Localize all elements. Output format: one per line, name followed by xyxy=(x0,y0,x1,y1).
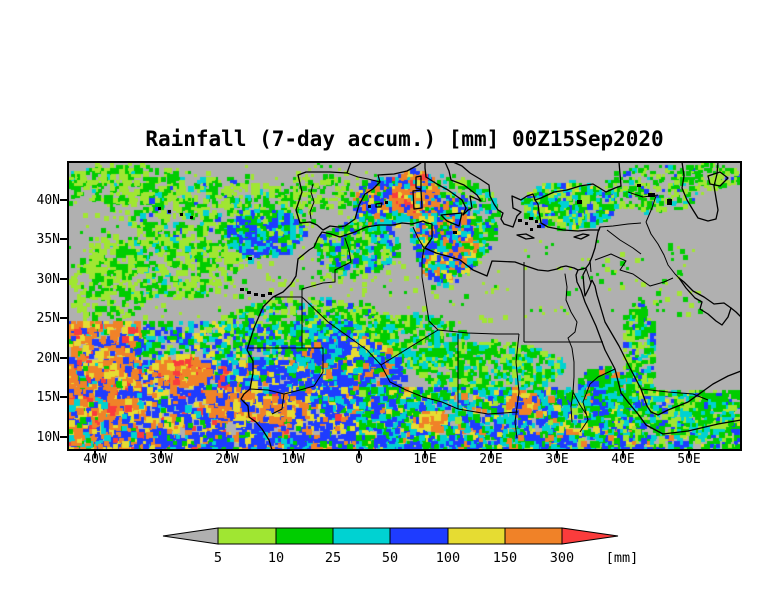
chart-title: Rainfall (7-day accum.) [mm] 00Z15Sep202… xyxy=(145,127,664,151)
y-tick-label: 40N xyxy=(36,193,60,208)
colorbar-segment xyxy=(275,527,334,545)
island-dots xyxy=(158,184,672,297)
coastline-paths xyxy=(240,161,742,451)
colorbar-segment xyxy=(217,527,277,545)
colorbar-level-label: 5 xyxy=(214,550,222,566)
colorbar-unit-label: [mm] xyxy=(606,550,639,566)
x-tick-label: 0 xyxy=(355,452,363,467)
x-tick-label: 40E xyxy=(611,452,635,467)
x-tick-label: 20E xyxy=(479,452,503,467)
colorbar-segment xyxy=(504,527,563,545)
y-tick-label: 15N xyxy=(36,390,60,405)
x-tick-label: 10E xyxy=(413,452,437,467)
x-tick-label: 30W xyxy=(149,452,173,467)
y-tick-label: 30N xyxy=(36,272,60,287)
colorbar-segment xyxy=(447,527,506,545)
x-tick-label: 40W xyxy=(83,452,107,467)
x-tick-label: 20W xyxy=(215,452,239,467)
colorbar-level-label: 100 xyxy=(436,550,460,566)
y-tick-label: 20N xyxy=(36,351,60,366)
x-tick-label: 10W xyxy=(281,452,305,467)
colorbar-above-arrow xyxy=(561,527,619,545)
colorbar-level-label: 10 xyxy=(268,550,284,566)
country-borders xyxy=(247,172,709,439)
y-tick-label: 25N xyxy=(36,311,60,326)
y-tick-label: 10N xyxy=(36,430,60,445)
colorbar-segment xyxy=(332,527,391,545)
axis-ticks xyxy=(60,199,690,458)
plot-frame xyxy=(67,161,742,451)
y-tick-label: 35N xyxy=(36,232,60,247)
x-tick-label: 50E xyxy=(677,452,701,467)
colorbar-level-label: 50 xyxy=(382,550,398,566)
colorbar-level-label: 150 xyxy=(493,550,517,566)
colorbar: 5 10 25 50 100 150 300 [mm] xyxy=(162,527,639,566)
colorbar-below-arrow xyxy=(162,527,219,545)
colorbar-level-label: 300 xyxy=(550,550,574,566)
colorbar-level-label: 25 xyxy=(325,550,341,566)
colorbar-segment xyxy=(389,527,449,545)
x-tick-label: 30E xyxy=(545,452,569,467)
